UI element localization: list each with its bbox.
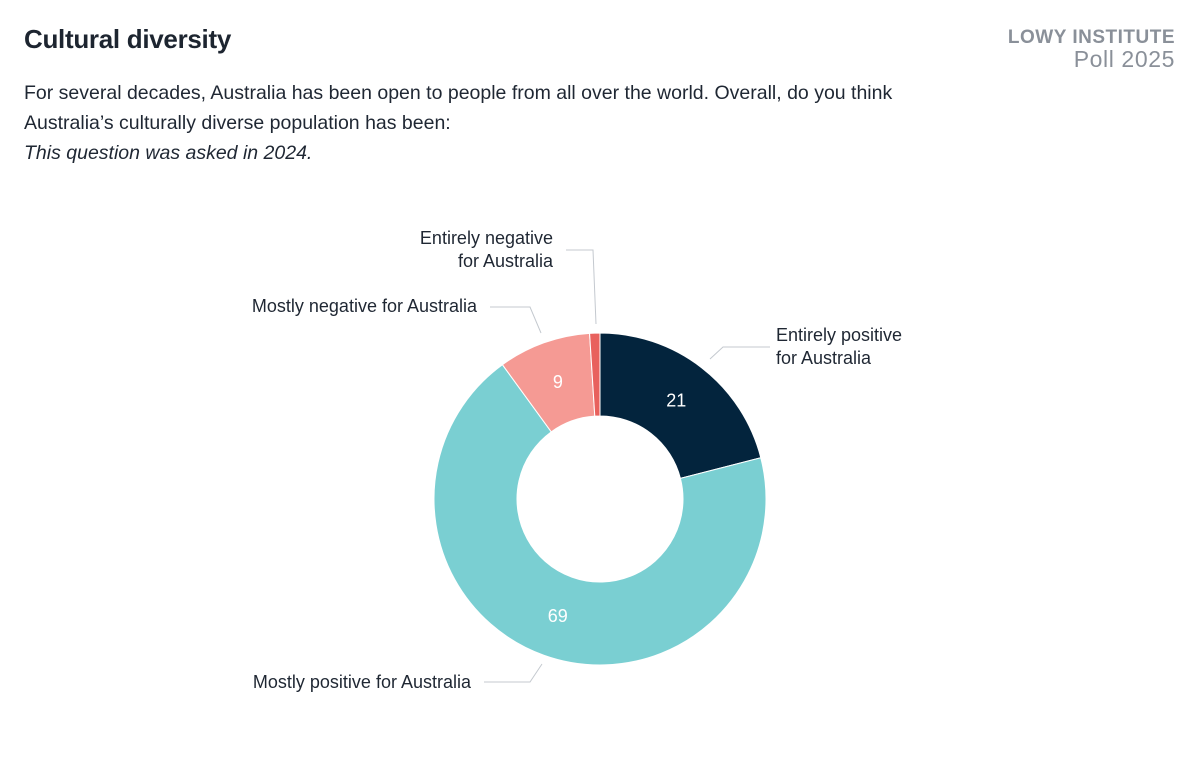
data-label-entirely-positive-for-australia: 21 bbox=[666, 391, 686, 411]
chart-title: Cultural diversity bbox=[24, 24, 231, 54]
question-text: For several decades, Australia has been … bbox=[24, 78, 924, 168]
question-note: This question was asked in 2024. bbox=[24, 142, 313, 164]
slice-entirely-negative-for-australia[interactable] bbox=[589, 332, 601, 417]
slice-mostly-positive-for-australia[interactable] bbox=[433, 364, 767, 666]
question: For several decades, Australia has been … bbox=[24, 82, 893, 134]
slice-entirely-positive-for-australia[interactable] bbox=[599, 332, 762, 479]
brand-org: LOWY INSTITUTE bbox=[1007, 27, 1175, 48]
lowy-institute-logo: LOWY INSTITUTE Poll 2025 bbox=[1008, 28, 1175, 71]
brand-poll: Poll 2025 bbox=[1073, 46, 1175, 72]
leader-line-mostly-negative-for-australia bbox=[490, 306, 542, 334]
category-label-entirely-negative-for-australia: Entirely negative for Australia bbox=[420, 228, 554, 271]
leader-line-entirely-positive-for-australia bbox=[709, 346, 770, 360]
data-label-mostly-negative-for-australia: 9 bbox=[553, 372, 563, 392]
data-label-mostly-positive-for-australia: 69 bbox=[548, 606, 568, 626]
leader-line-mostly-positive-for-australia bbox=[484, 663, 543, 683]
leader-line-entirely-negative-for-australia bbox=[566, 249, 597, 325]
category-label-mostly-negative-for-australia: Mostly negative for Australia bbox=[252, 296, 478, 316]
category-label-mostly-positive-for-australia: Mostly positive for Australia bbox=[253, 672, 472, 692]
category-label-entirely-positive-for-australia: Entirely positive for Australia bbox=[776, 325, 902, 368]
